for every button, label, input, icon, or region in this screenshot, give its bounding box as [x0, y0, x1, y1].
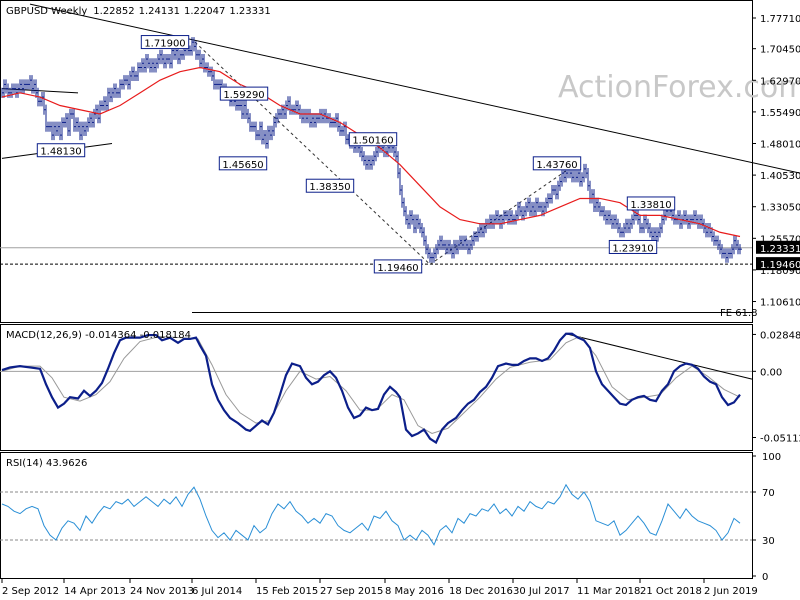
price-level-annotation-box — [219, 86, 269, 101]
macd-line — [1, 332, 741, 445]
price-level-annotation: 1.45650 — [222, 160, 263, 171]
x-tick-label: 15 Feb 2015 — [256, 586, 318, 597]
price-level-annotation: 1.38350 — [309, 182, 350, 193]
ohlc-high: 1.24131 — [139, 6, 180, 17]
price-level-annotation-box — [140, 35, 190, 50]
price-level-annotation-box — [218, 156, 268, 171]
price-panel-frame — [0, 0, 753, 323]
symbol-title: GBPUSD Weekly — [6, 6, 87, 17]
price-y-axis: 1.77710 1.70450 1.62970 1.55490 1.48010 1.405… — [752, 14, 800, 309]
price-y-tick-label: 1.18090 — [760, 266, 800, 277]
trend-line — [1, 88, 79, 94]
price-y-tick-label: 1.40530 — [760, 171, 800, 182]
rsi-panel-frame — [0, 452, 753, 579]
price-level-annotation: 1.59290 — [223, 90, 264, 101]
price-tag-box — [756, 240, 800, 254]
rsi-y-tick-label: 100 — [762, 452, 781, 463]
x-tick-label: 24 Nov 2013 — [130, 586, 194, 597]
price-y-tick-label: 1.48010 — [760, 140, 800, 151]
price-level-annotation: 1.43760 — [536, 160, 577, 171]
price-level-annotation: 1.50160 — [352, 136, 393, 147]
macd-trend-line — [565, 333, 753, 380]
x-tick-label: 2 Sep 2012 — [2, 586, 59, 597]
x-tick-label: 21 Oct 2018 — [640, 586, 702, 597]
price-y-tick-label: 1.55490 — [760, 108, 800, 119]
price-level-annotation-box — [608, 239, 658, 254]
x-tick-label: 18 Dec 2016 — [449, 586, 513, 597]
x-tick-label: 2 Jun 2019 — [704, 586, 758, 597]
rsi-y-tick-label: 0 — [762, 572, 768, 583]
price-tag: 1.19460 — [760, 260, 800, 271]
price-y-tick-label: 1.70450 — [760, 45, 800, 56]
price-level-annotation: 1.71900 — [144, 39, 185, 50]
price-y-tick-label: 1.33050 — [760, 203, 800, 214]
x-tick-label: 27 Sep 2015 — [320, 586, 383, 597]
trend-line — [29, 3, 800, 174]
price-panel-title: GBPUSD Weekly 1.22852 1.24131 1.22047 1.2333… — [6, 6, 271, 17]
watermark: ActionForex.com — [558, 70, 800, 105]
macd-panel-title: MACD(12,26,9) -0.014364 -0.018184 — [6, 330, 191, 341]
trend-line — [194, 41, 431, 265]
price-level-annotation-box — [348, 132, 398, 147]
macd-panel-frame — [0, 324, 753, 451]
rsi-panel-title: RSI(14) 43.9626 — [6, 458, 87, 469]
rsi-y-tick-label: 30 — [762, 536, 775, 547]
macd-y-axis: 0.028489 0.00 -0.051125 — [752, 330, 800, 445]
macd-y-tick-label: 0.00 — [760, 367, 782, 378]
price-level-annotation-box — [626, 196, 676, 211]
price-y-tick-label: 1.77710 — [760, 14, 800, 25]
price-level-annotation-box — [532, 156, 582, 171]
trend-line — [429, 164, 576, 265]
price-level-annotation: 1.33810 — [630, 200, 671, 211]
rsi-plot-area — [0, 483, 752, 546]
price-tag-box — [756, 257, 800, 271]
ohlc-close: 1.23331 — [229, 6, 270, 17]
macd-signal-line — [1, 335, 741, 435]
price-plot-area: 1.71900 1.59290 1.48130 1.45650 1.50160 1.383… — [0, 3, 800, 314]
price-level-annotation: 1.48130 — [40, 147, 81, 158]
macd-y-tick-label: -0.051125 — [760, 434, 800, 445]
price-level-annotation: 1.19460 — [377, 263, 418, 274]
x-tick-label: 30 Jul 2017 — [513, 586, 570, 597]
macd-plot-area — [0, 332, 753, 445]
price-y-tick-label: 1.10610 — [760, 298, 800, 309]
price-y-tick-label: 1.62970 — [760, 76, 800, 87]
fe-61-8-label: FE 61.8 — [720, 308, 758, 319]
rsi-y-axis: 100 70 30 0 — [752, 452, 781, 583]
x-tick-label: 6 Jul 2014 — [192, 586, 242, 597]
price-level-annotation-box — [373, 259, 423, 274]
rsi-y-tick-label: 70 — [762, 488, 775, 499]
price-tag: 1.23331 — [760, 244, 800, 255]
macd-y-tick-label: 0.028489 — [760, 330, 800, 341]
price-level-annotation: 1.23910 — [612, 243, 653, 254]
x-tick-label: 14 Apr 2013 — [64, 586, 126, 597]
x-tick-label: 11 Mar 2018 — [577, 586, 640, 597]
price-y-tick-label: 1.25570 — [760, 234, 800, 245]
ohlc-low: 1.22047 — [184, 6, 225, 17]
ohlc-open: 1.22852 — [93, 6, 134, 17]
rsi-line — [1, 483, 741, 546]
x-tick-label: 8 May 2016 — [385, 586, 444, 597]
price-level-annotation-box — [305, 178, 355, 193]
price-level-annotation-box — [36, 143, 86, 158]
